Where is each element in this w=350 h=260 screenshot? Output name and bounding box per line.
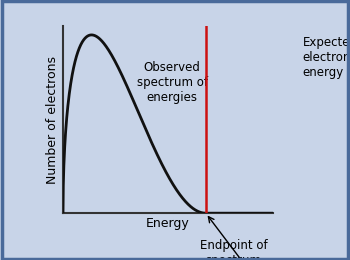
Y-axis label: Number of electrons: Number of electrons [46,56,59,184]
X-axis label: Energy: Energy [146,217,190,230]
Text: Endpoint of
spectrum: Endpoint of spectrum [200,239,268,260]
Text: Expected
electron
energy: Expected electron energy [303,36,350,79]
Text: Observed
spectrum of
energies: Observed spectrum of energies [137,61,208,104]
